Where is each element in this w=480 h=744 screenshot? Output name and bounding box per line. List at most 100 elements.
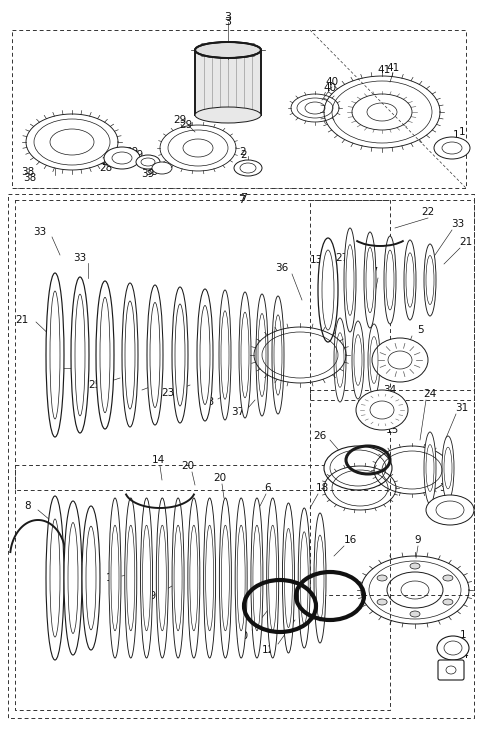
Text: 23: 23 (202, 397, 215, 407)
Text: 21: 21 (15, 315, 29, 325)
Ellipse shape (256, 294, 268, 416)
Text: 18: 18 (315, 483, 329, 493)
FancyBboxPatch shape (438, 660, 464, 680)
Text: 1: 1 (460, 630, 466, 640)
Text: 33: 33 (73, 253, 86, 263)
Ellipse shape (443, 575, 453, 581)
Text: 39: 39 (131, 150, 144, 160)
Ellipse shape (377, 599, 387, 605)
Ellipse shape (82, 506, 100, 650)
Ellipse shape (352, 321, 364, 399)
Ellipse shape (197, 289, 213, 421)
Text: 1: 1 (459, 127, 465, 137)
Text: 35: 35 (361, 449, 374, 459)
Ellipse shape (434, 137, 470, 159)
Text: 8: 8 (24, 501, 31, 511)
Text: 27: 27 (365, 267, 379, 277)
Text: 39: 39 (145, 167, 158, 177)
Text: 21: 21 (46, 363, 59, 373)
Text: 37: 37 (231, 407, 245, 417)
Ellipse shape (251, 498, 263, 658)
Text: 29: 29 (173, 115, 187, 125)
Ellipse shape (141, 498, 153, 658)
Ellipse shape (172, 498, 184, 658)
Text: 40: 40 (324, 83, 336, 93)
Text: 28: 28 (99, 163, 113, 173)
Ellipse shape (318, 238, 338, 342)
Text: 2: 2 (240, 147, 246, 157)
Text: 15: 15 (385, 425, 398, 435)
Ellipse shape (195, 42, 261, 58)
Text: 21: 21 (459, 237, 473, 247)
Ellipse shape (188, 498, 200, 658)
Ellipse shape (104, 147, 140, 169)
Text: 13: 13 (310, 255, 323, 265)
Ellipse shape (195, 107, 261, 123)
Ellipse shape (377, 575, 387, 581)
Text: 12: 12 (262, 645, 275, 655)
Text: 20: 20 (181, 461, 194, 471)
Text: 39: 39 (125, 147, 139, 157)
Text: 25: 25 (88, 380, 102, 390)
Ellipse shape (404, 240, 416, 320)
Ellipse shape (64, 501, 82, 655)
Text: 7: 7 (239, 195, 246, 205)
Ellipse shape (368, 324, 380, 396)
Text: 24: 24 (423, 389, 437, 399)
Ellipse shape (125, 498, 137, 658)
Text: 1: 1 (453, 130, 459, 140)
Ellipse shape (96, 281, 114, 429)
Text: 14: 14 (151, 455, 165, 465)
Text: 30: 30 (123, 388, 137, 398)
Ellipse shape (334, 318, 346, 402)
Text: 11: 11 (46, 539, 59, 549)
Ellipse shape (219, 498, 231, 658)
Ellipse shape (204, 498, 216, 658)
Ellipse shape (410, 563, 420, 569)
Text: 16: 16 (343, 535, 357, 545)
Text: 40: 40 (325, 77, 338, 87)
Ellipse shape (298, 508, 310, 648)
Text: 39: 39 (142, 169, 155, 179)
Text: 6: 6 (264, 483, 271, 493)
Text: 28: 28 (101, 157, 115, 167)
Text: 38: 38 (24, 173, 36, 183)
Text: 5: 5 (417, 325, 423, 335)
Text: 41: 41 (386, 63, 400, 73)
Text: 32: 32 (439, 483, 453, 493)
Ellipse shape (235, 498, 247, 658)
Ellipse shape (356, 390, 408, 430)
Ellipse shape (267, 498, 279, 658)
Ellipse shape (344, 228, 356, 332)
Ellipse shape (122, 283, 138, 427)
Text: 33: 33 (451, 219, 465, 229)
Ellipse shape (234, 160, 262, 176)
Text: 2: 2 (240, 150, 247, 160)
Text: 20: 20 (214, 473, 227, 483)
Text: 36: 36 (276, 263, 288, 273)
Ellipse shape (324, 446, 392, 490)
Ellipse shape (172, 287, 188, 423)
Ellipse shape (46, 496, 64, 660)
Text: 38: 38 (22, 167, 35, 177)
Ellipse shape (147, 285, 163, 425)
Ellipse shape (426, 495, 474, 525)
Text: 9: 9 (415, 535, 421, 545)
Text: 7: 7 (240, 193, 248, 203)
Ellipse shape (410, 611, 420, 617)
Ellipse shape (424, 432, 436, 504)
Text: 10: 10 (235, 631, 249, 641)
Ellipse shape (424, 244, 436, 316)
Text: 34: 34 (384, 385, 396, 395)
Ellipse shape (219, 290, 231, 420)
Ellipse shape (437, 636, 469, 660)
Text: 26: 26 (313, 431, 326, 441)
Ellipse shape (272, 296, 284, 414)
Ellipse shape (71, 277, 89, 433)
Text: 27: 27 (336, 253, 348, 263)
Text: 3: 3 (225, 17, 231, 27)
Text: 11: 11 (72, 557, 84, 567)
Ellipse shape (239, 292, 251, 418)
Text: 23: 23 (161, 388, 175, 398)
FancyBboxPatch shape (195, 50, 261, 115)
